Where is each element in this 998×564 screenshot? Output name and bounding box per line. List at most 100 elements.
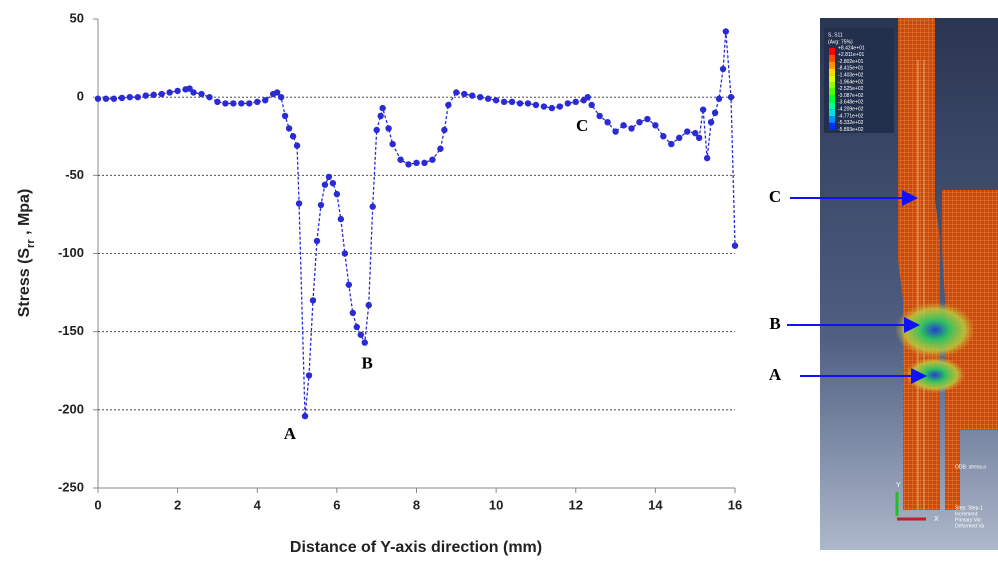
data-point bbox=[377, 113, 383, 119]
data-point bbox=[413, 160, 419, 166]
data-point bbox=[628, 125, 634, 131]
fe-stress-b bbox=[895, 302, 975, 358]
data-point bbox=[95, 96, 101, 102]
data-point bbox=[314, 238, 320, 244]
data-point bbox=[151, 92, 157, 98]
data-point bbox=[206, 94, 212, 100]
data-point bbox=[302, 413, 308, 419]
data-point bbox=[723, 28, 729, 34]
axis-y-label: Y bbox=[896, 482, 901, 489]
legend-value: -1.964e+02 bbox=[838, 79, 864, 85]
data-point bbox=[604, 119, 610, 125]
data-point bbox=[350, 310, 356, 316]
data-point bbox=[708, 119, 714, 125]
legend-swatch bbox=[829, 75, 835, 82]
data-point bbox=[696, 135, 702, 141]
data-point bbox=[716, 96, 722, 102]
data-point bbox=[246, 100, 252, 106]
fe-marker-label: C bbox=[769, 187, 781, 206]
data-point bbox=[103, 96, 109, 102]
data-point bbox=[461, 91, 467, 97]
series-line bbox=[98, 32, 735, 417]
data-point bbox=[326, 174, 332, 180]
data-point bbox=[370, 203, 376, 209]
legend-title: S, S11 bbox=[828, 32, 843, 38]
data-point bbox=[485, 96, 491, 102]
fe-marker-label: A bbox=[769, 365, 782, 384]
data-point bbox=[322, 182, 328, 188]
legend-swatch bbox=[829, 68, 835, 75]
data-point bbox=[385, 125, 391, 131]
data-point bbox=[660, 133, 666, 139]
data-point bbox=[294, 142, 300, 148]
data-point bbox=[501, 99, 507, 105]
data-point bbox=[712, 110, 718, 116]
fe-legend: S, S11(Avg: 75%)+8.424e+01+2.811e+01-2.8… bbox=[824, 28, 894, 133]
data-point bbox=[732, 242, 738, 248]
legend-swatch bbox=[829, 89, 835, 96]
data-point bbox=[198, 91, 204, 97]
legend-value: -1.403e+02 bbox=[838, 73, 864, 79]
data-point bbox=[190, 89, 196, 95]
data-point bbox=[230, 100, 236, 106]
data-point bbox=[445, 102, 451, 108]
data-point bbox=[342, 250, 348, 256]
legend-value: -8.415e+01 bbox=[838, 66, 864, 72]
x-tick-label: 12 bbox=[569, 497, 583, 512]
annotation: B bbox=[361, 353, 372, 372]
x-tick-label: 8 bbox=[413, 497, 420, 512]
data-point bbox=[222, 100, 228, 106]
data-point bbox=[493, 97, 499, 103]
data-point bbox=[366, 302, 372, 308]
x-tick-label: 4 bbox=[254, 497, 262, 512]
x-tick-label: 16 bbox=[728, 497, 742, 512]
legend-value: -5.332e+02 bbox=[838, 120, 864, 126]
annotation: A bbox=[284, 424, 297, 443]
legend-value: -5.893e+02 bbox=[838, 127, 864, 133]
data-point bbox=[278, 94, 284, 100]
legend-swatch bbox=[829, 55, 835, 62]
data-point bbox=[362, 339, 368, 345]
data-point bbox=[668, 141, 674, 147]
data-point bbox=[684, 128, 690, 134]
data-point bbox=[358, 332, 364, 338]
legend-swatch bbox=[829, 48, 835, 55]
fe-column bbox=[898, 18, 940, 510]
data-point bbox=[596, 113, 602, 119]
x-tick-label: 10 bbox=[489, 497, 503, 512]
y-tick-label: -50 bbox=[65, 167, 84, 182]
legend-swatch bbox=[829, 109, 835, 116]
data-point bbox=[437, 146, 443, 152]
legend-value: -3.087e+02 bbox=[838, 93, 864, 99]
data-point bbox=[469, 92, 475, 98]
axis-x-label: X bbox=[934, 516, 939, 523]
legend-swatch bbox=[829, 96, 835, 103]
data-point bbox=[330, 180, 336, 186]
page: 500-50-100-150-200-2500246810121416Dista… bbox=[0, 0, 998, 559]
data-point bbox=[119, 95, 125, 101]
data-point bbox=[296, 200, 302, 206]
data-point bbox=[565, 100, 571, 106]
data-point bbox=[652, 122, 658, 128]
y-tick-label: -250 bbox=[58, 479, 84, 494]
data-point bbox=[477, 94, 483, 100]
data-point bbox=[405, 161, 411, 167]
data-point bbox=[373, 127, 379, 133]
y-axis-title-part: , Mpa) bbox=[16, 189, 33, 240]
data-point bbox=[573, 99, 579, 105]
fe-marker-label: B bbox=[769, 314, 780, 333]
y-tick-label: -150 bbox=[58, 323, 84, 338]
data-point bbox=[389, 141, 395, 147]
data-point bbox=[588, 102, 594, 108]
data-point bbox=[306, 372, 312, 378]
data-point bbox=[557, 103, 563, 109]
data-point bbox=[584, 94, 590, 100]
y-tick-label: 50 bbox=[70, 10, 84, 25]
data-point bbox=[429, 157, 435, 163]
x-tick-label: 6 bbox=[333, 497, 340, 512]
data-point bbox=[166, 89, 172, 95]
legend-value: -3.648e+02 bbox=[838, 100, 864, 106]
data-point bbox=[636, 119, 642, 125]
data-point bbox=[620, 122, 626, 128]
